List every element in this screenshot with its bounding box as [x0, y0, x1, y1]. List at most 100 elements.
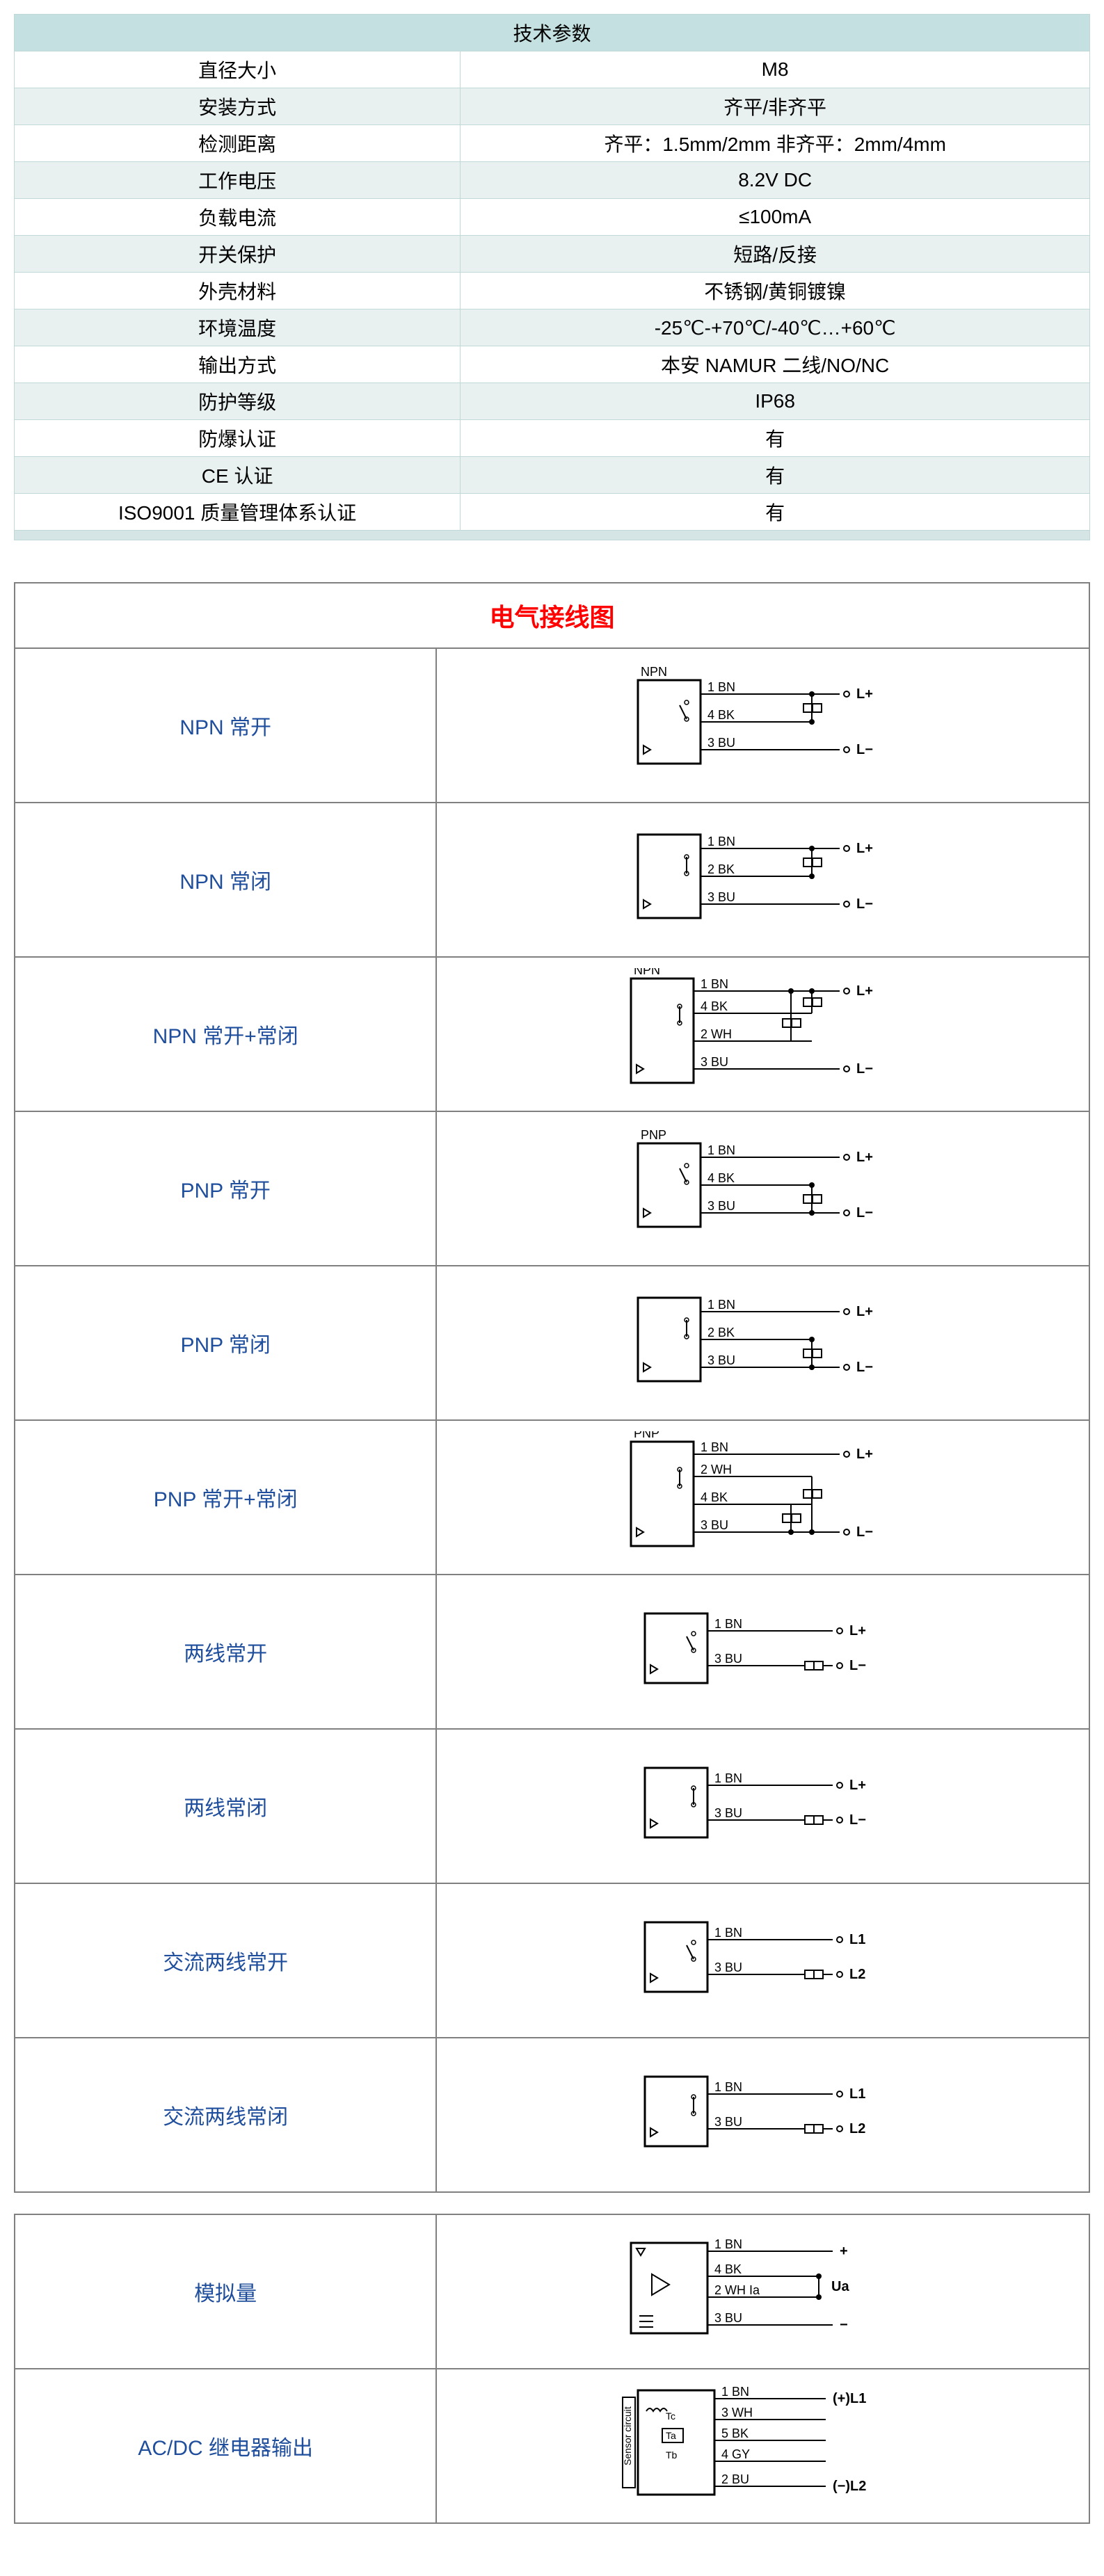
- svg-text:3 BU: 3 BU: [707, 890, 735, 904]
- spec-value: 本安 NAMUR 二线/NO/NC: [461, 346, 1090, 383]
- wiring-label: PNP 常闭: [15, 1266, 437, 1419]
- svg-text:3 BU: 3 BU: [707, 736, 735, 750]
- spec-label: 开关保护: [15, 236, 461, 273]
- spec-label: 安装方式: [15, 88, 461, 125]
- spec-label: 防护等级: [15, 383, 461, 420]
- svg-text:L1: L1: [849, 2086, 865, 2102]
- wiring-section-2: 模拟量 1 BN4 BK2 WH Ia3 BUUa+−AC/DC 继电器输出 S…: [14, 2214, 1090, 2524]
- spec-value: 有: [461, 457, 1090, 494]
- wiring-row: NPN 常开+常闭 NPN1 BN4 BK2 WH3 BUL+L−: [15, 958, 1089, 1112]
- svg-text:PNP: PNP: [641, 1129, 666, 1142]
- spec-value: ≤100mA: [461, 199, 1090, 236]
- svg-text:L1: L1: [849, 1932, 865, 1947]
- wiring-label: AC/DC 继电器输出: [15, 2369, 437, 2522]
- spec-value: 8.2V DC: [461, 162, 1090, 199]
- spec-label: 工作电压: [15, 162, 461, 199]
- spec-value: 有: [461, 420, 1090, 457]
- svg-text:1 BN: 1 BN: [707, 680, 735, 694]
- svg-text:L+: L+: [856, 686, 873, 702]
- svg-text:L+: L+: [849, 1623, 866, 1639]
- wiring-diagram: 1 BN2 BK3 BUL+L−: [437, 1266, 1089, 1419]
- svg-text:1 BN: 1 BN: [714, 2080, 742, 2094]
- svg-text:1 BN: 1 BN: [707, 1298, 735, 1312]
- svg-text:3 BU: 3 BU: [714, 1961, 742, 1974]
- svg-text:1 BN: 1 BN: [721, 2385, 749, 2399]
- svg-text:NPN: NPN: [634, 968, 660, 977]
- wiring-label: 模拟量: [15, 2215, 437, 2368]
- svg-text:(−)L2: (−)L2: [833, 2479, 866, 2494]
- svg-text:L−: L−: [856, 1524, 873, 1540]
- svg-text:L−: L−: [856, 1061, 873, 1077]
- wiring-label: 两线常开: [15, 1575, 437, 1728]
- svg-text:4 BK: 4 BK: [707, 1171, 735, 1185]
- svg-text:1 BN: 1 BN: [701, 977, 728, 991]
- svg-text:L−: L−: [856, 896, 873, 912]
- svg-text:3 BU: 3 BU: [714, 2311, 742, 2325]
- svg-text:1 BN: 1 BN: [714, 1617, 742, 1631]
- svg-text:2 WH: 2 WH: [701, 1027, 732, 1041]
- wiring-row: 交流两线常开 1 BN 3 BU L1 L2: [15, 1884, 1089, 2038]
- svg-text:4 BK: 4 BK: [701, 1490, 728, 1504]
- wiring-diagram: PNP1 BN2 WH4 BK3 BUL+L−: [437, 1421, 1089, 1574]
- svg-text:L−: L−: [849, 1812, 866, 1828]
- svg-text:L+: L+: [856, 1447, 873, 1462]
- svg-text:Ta: Ta: [666, 2430, 676, 2441]
- svg-text:2 WH: 2 WH: [701, 1463, 732, 1476]
- wiring-label: NPN 常开: [15, 649, 437, 802]
- wiring-diagram: 1 BN2 BK3 BUL+L−: [437, 803, 1089, 956]
- svg-text:2 BK: 2 BK: [707, 862, 735, 876]
- svg-text:4 BK: 4 BK: [701, 999, 728, 1013]
- spec-value: 短路/反接: [461, 236, 1090, 273]
- spec-label: 输出方式: [15, 346, 461, 383]
- svg-text:PNP: PNP: [634, 1431, 659, 1440]
- svg-text:L+: L+: [849, 1778, 866, 1793]
- wiring-row: PNP 常闭 1 BN2 BK3 BUL+L−: [15, 1266, 1089, 1421]
- wiring-row: 交流两线常闭 1 BN3 BUL1L2: [15, 2038, 1089, 2191]
- spec-value: 齐平：1.5mm/2mm 非齐平：2mm/4mm: [461, 125, 1090, 162]
- svg-text:Ua: Ua: [831, 2279, 849, 2294]
- spec-value: IP68: [461, 383, 1090, 420]
- svg-text:1 BN: 1 BN: [707, 1143, 735, 1157]
- wiring-diagram: Sensor circuitTcTaTb1 BN(+)L13 WH5 BK4 G…: [437, 2369, 1089, 2522]
- spec-label: 防爆认证: [15, 420, 461, 457]
- wiring-diagram: NPN 1 BN 4 BK 2 WH 3 BU L+ L−: [437, 958, 1089, 1111]
- wiring-diagram: 1 BN3 BUL+L−: [437, 1575, 1089, 1728]
- svg-text:L+: L+: [856, 1304, 873, 1319]
- spec-label: 外壳材料: [15, 273, 461, 309]
- wiring-label: 交流两线常闭: [15, 2038, 437, 2191]
- svg-text:L2: L2: [849, 2121, 865, 2136]
- svg-text:L−: L−: [856, 742, 873, 757]
- wiring-diagram: 1 BN3 BUL+L−: [437, 1730, 1089, 1883]
- svg-text:L+: L+: [856, 983, 873, 999]
- svg-text:1 BN: 1 BN: [714, 1926, 742, 1940]
- wiring-row: NPN 常闭 1 BN2 BK3 BUL+L−: [15, 803, 1089, 958]
- svg-text:3 BU: 3 BU: [714, 1806, 742, 1820]
- svg-text:1 BN: 1 BN: [714, 2237, 742, 2251]
- svg-text:NPN: NPN: [641, 666, 667, 679]
- svg-text:5 BK: 5 BK: [721, 2426, 749, 2440]
- svg-text:3 BU: 3 BU: [707, 1199, 735, 1213]
- svg-text:L+: L+: [856, 841, 873, 856]
- wiring-diagram: NPN1 BN4 BK3 BUL+L−: [437, 649, 1089, 802]
- spec-label: CE 认证: [15, 457, 461, 494]
- wiring-label: 交流两线常开: [15, 1884, 437, 2037]
- svg-text:L−: L−: [849, 1658, 866, 1673]
- spec-table: 技术参数 直径大小M8安装方式齐平/非齐平检测距离齐平：1.5mm/2mm 非齐…: [14, 14, 1090, 540]
- spec-value: M8: [461, 51, 1090, 88]
- svg-text:3 BU: 3 BU: [701, 1055, 728, 1069]
- svg-text:L2: L2: [849, 1967, 865, 1982]
- svg-text:2 BK: 2 BK: [707, 1326, 735, 1339]
- wiring-row: PNP 常开 PNP1 BN4 BK3 BUL+L−: [15, 1112, 1089, 1266]
- spec-label: ISO9001 质量管理体系认证: [15, 494, 461, 531]
- wiring-label: PNP 常开+常闭: [15, 1421, 437, 1574]
- wiring-section-1: 电气接线图 NPN 常开 NPN1 BN4 BK3 BUL+L−NPN 常闭 1…: [14, 582, 1090, 2193]
- wiring-row: PNP 常开+常闭 PNP1 BN2 WH4 BK3 BUL+L−: [15, 1421, 1089, 1575]
- spec-label: 负载电流: [15, 199, 461, 236]
- svg-text:3 BU: 3 BU: [707, 1353, 735, 1367]
- spec-value: 有: [461, 494, 1090, 531]
- wiring-diagram: 1 BN3 BUL1L2: [437, 2038, 1089, 2191]
- svg-text:4 BK: 4 BK: [714, 2262, 742, 2276]
- wiring-label: 两线常闭: [15, 1730, 437, 1883]
- spec-label: 直径大小: [15, 51, 461, 88]
- wiring-row: 两线常开 1 BN3 BUL+L−: [15, 1575, 1089, 1730]
